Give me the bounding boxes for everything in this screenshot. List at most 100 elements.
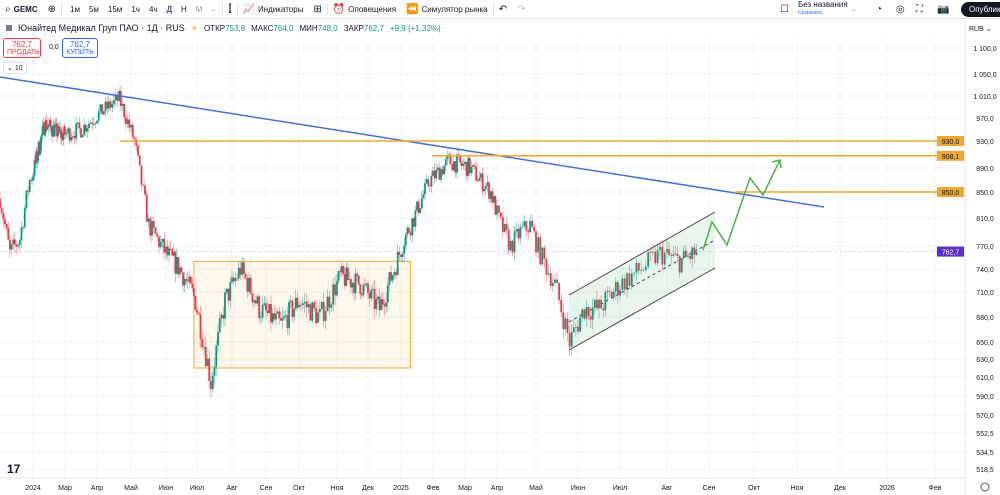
settings-button[interactable]: ◎ bbox=[891, 0, 910, 18]
candle-body bbox=[23, 208, 26, 228]
level-price-badge bbox=[937, 136, 964, 146]
timeframe-2[interactable]: 15м bbox=[107, 4, 123, 14]
candles-icon: ⫿ bbox=[228, 3, 232, 15]
candle-body bbox=[403, 245, 406, 254]
publish-button[interactable]: Опубликовать bbox=[961, 2, 1000, 17]
grid-icon: ⊞ bbox=[313, 3, 322, 15]
candle-body bbox=[332, 284, 335, 305]
candle-body bbox=[276, 311, 279, 314]
candle-body bbox=[511, 240, 514, 253]
candle-body bbox=[241, 262, 244, 275]
price-tick-label: 552,5 bbox=[976, 431, 994, 438]
chart-type-button[interactable]: ⫿ bbox=[223, 0, 236, 18]
candle-body bbox=[301, 303, 304, 306]
candle-body bbox=[142, 184, 145, 186]
candle-body bbox=[515, 228, 518, 232]
candle-body bbox=[48, 124, 50, 127]
redo-button[interactable]: ↷ bbox=[512, 0, 530, 18]
candle-body bbox=[218, 318, 221, 332]
settings-icon[interactable] bbox=[980, 482, 990, 492]
candle-body bbox=[25, 190, 28, 209]
time-tick-label: Фев bbox=[427, 485, 440, 492]
candle-body bbox=[328, 296, 331, 308]
candle-body bbox=[32, 176, 34, 181]
candle-body bbox=[151, 221, 153, 236]
time-tick-label: 2026 bbox=[879, 485, 895, 492]
candle-body bbox=[244, 273, 247, 278]
candle-body bbox=[459, 155, 462, 163]
candle-body bbox=[4, 219, 6, 225]
candle-body bbox=[222, 314, 225, 319]
candle-body bbox=[400, 254, 402, 257]
candle-body bbox=[500, 212, 502, 218]
currency-selector[interactable]: RUB ⌄ bbox=[969, 26, 992, 33]
candle-body bbox=[114, 94, 117, 100]
quick-search-icon: ◔ bbox=[876, 3, 883, 15]
screenshot-button[interactable]: 📷 bbox=[932, 0, 954, 18]
candle-body bbox=[583, 309, 586, 319]
candle-body bbox=[260, 317, 262, 319]
candle-body bbox=[377, 296, 379, 300]
candle-body bbox=[507, 230, 510, 251]
spread-value: 0,0 bbox=[49, 44, 59, 51]
symbol-search[interactable]: ⌕ GEMC bbox=[5, 3, 38, 15]
quick-search-button[interactable]: ◔ bbox=[871, 0, 887, 18]
time-tick-label: Апр bbox=[91, 485, 103, 492]
current-price-badge bbox=[937, 246, 964, 257]
candle-body bbox=[283, 316, 286, 318]
timeframe-6[interactable]: Н bbox=[180, 4, 187, 14]
candle-body bbox=[484, 186, 487, 190]
candle-body bbox=[229, 282, 232, 301]
candle-body bbox=[505, 223, 508, 231]
chart-legend: Юнайтед Медикал Груп ПАО · 1Д · RUS ☀ ОТ… bbox=[6, 23, 441, 33]
price-tick-label: 518,5 bbox=[976, 467, 994, 474]
candle-body bbox=[305, 301, 308, 308]
candle-body bbox=[612, 291, 615, 298]
undo-button[interactable]: ↶ bbox=[494, 0, 512, 18]
replay-button[interactable]: ⏪ Симулятор рынка bbox=[406, 3, 488, 15]
candle-body bbox=[43, 122, 46, 136]
fullscreen-button[interactable]: ⛶ bbox=[911, 0, 928, 18]
buy-button[interactable]: 762,7 КУПИТЬ bbox=[62, 38, 98, 58]
layout-menu[interactable]: ☐ Без названия Сохранить ⌄ bbox=[780, 0, 857, 17]
indicators-toggle[interactable]: ⌄ 10 bbox=[3, 62, 27, 74]
undo-icon: ↶ bbox=[498, 3, 508, 15]
forecast-arrow-head-icon bbox=[771, 159, 782, 169]
candle-body bbox=[203, 346, 205, 348]
candle-body bbox=[554, 279, 556, 283]
level-price-label: 930,0 bbox=[942, 139, 960, 146]
timeframe-1[interactable]: 5м bbox=[88, 4, 99, 14]
candle-body bbox=[517, 228, 520, 239]
timeframe-5[interactable]: Д bbox=[163, 4, 175, 14]
indicators-button[interactable]: 📈 Индикаторы bbox=[242, 3, 304, 15]
candle-body bbox=[28, 179, 31, 192]
alerts-button[interactable]: ⏰ Оповещения bbox=[332, 3, 397, 15]
candle-body bbox=[104, 101, 107, 112]
candle-body bbox=[476, 180, 479, 182]
candle-body bbox=[668, 249, 670, 255]
candle-body bbox=[72, 136, 74, 138]
timeframe-4[interactable]: 4ч bbox=[148, 4, 158, 14]
candle-body bbox=[543, 247, 546, 260]
rewind-icon: ⏪ bbox=[406, 3, 419, 15]
time-tick-label: Фев bbox=[929, 485, 942, 492]
candle-body bbox=[10, 244, 13, 250]
candle-body bbox=[687, 255, 689, 257]
chevron-down-icon[interactable]: ⌄ bbox=[210, 6, 217, 13]
candle-body bbox=[116, 94, 119, 102]
candle-body bbox=[208, 358, 211, 382]
candle-body bbox=[204, 346, 207, 367]
timeframe-0[interactable]: 1м bbox=[70, 4, 80, 14]
candle-body bbox=[360, 293, 363, 296]
time-tick-label: Окт bbox=[293, 485, 306, 492]
candle-body bbox=[232, 277, 235, 282]
timeframe-7[interactable]: М bbox=[195, 4, 203, 14]
templates-button[interactable]: ⊞ bbox=[308, 0, 326, 18]
timeframe-3[interactable]: 1ч bbox=[131, 4, 140, 14]
legend-title[interactable]: Юнайтед Медикал Груп ПАО · 1Д · RUS bbox=[18, 23, 185, 33]
candle-body bbox=[342, 266, 345, 275]
compare-button[interactable]: ⊕ bbox=[43, 0, 61, 18]
sell-button[interactable]: 762,7 ПРОДАТЬ bbox=[3, 38, 41, 58]
candle-body bbox=[65, 132, 68, 135]
